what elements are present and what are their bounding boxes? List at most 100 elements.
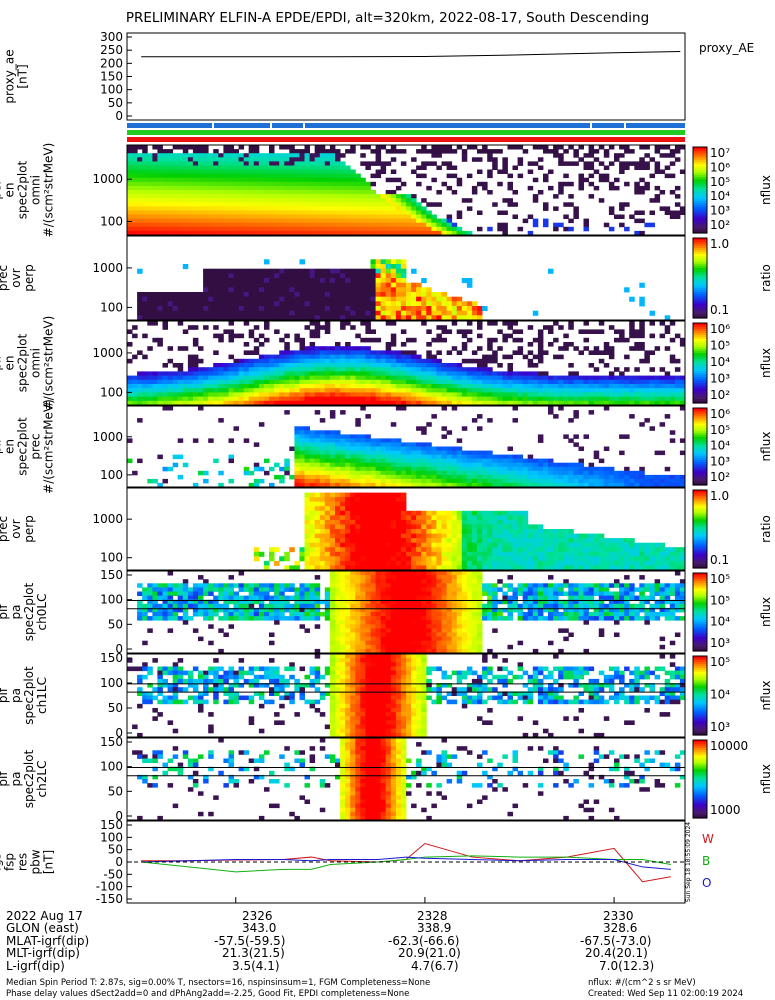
heat-cell-1-8-7 — [167, 173, 174, 179]
heat-cell-1-51-8 — [385, 177, 392, 183]
heat-cell-2-62-17 — [441, 315, 447, 321]
heat-cell-1-7-4 — [162, 161, 168, 166]
heat-cell-4-29-14 — [274, 462, 280, 468]
heat-cell-5-52-1 — [390, 492, 397, 498]
heat-cell-1-7-5 — [162, 165, 168, 170]
heat-cell-4-50-19 — [380, 482, 387, 488]
heat-cell-4-20-18 — [228, 478, 234, 484]
heat-cell-3-16-17 — [208, 392, 214, 397]
heat-cell-3-19-17 — [223, 392, 229, 397]
heat-cell-5-43-2 — [345, 497, 351, 503]
heat-cell-3-95-7 — [608, 350, 615, 355]
heat-cell-4-42-14 — [340, 462, 346, 468]
colorbar-cell-ela_pif_pa_ch2LC-31 — [693, 800, 707, 803]
heat-cell-2-39-17 — [324, 315, 331, 321]
heat-cell-3-70-16 — [482, 388, 488, 393]
heat-cell-3-51-19 — [385, 400, 392, 406]
heat-cell-5-39-4 — [324, 506, 331, 512]
heat-cell-1-41-12 — [335, 194, 341, 199]
heat-cell-3-77-16 — [517, 388, 524, 393]
colorbar-cell-ela_pif_pa_ch0LC-18 — [693, 608, 707, 611]
heat-cell-1-0-2 — [127, 153, 133, 158]
heat-cell-1-28-19 — [269, 222, 275, 228]
heat-cell-4-70-12 — [482, 454, 488, 460]
colorbar-cell-ela_pif_pa_ch1LC-34 — [693, 723, 707, 726]
heat-cell-1-55-18 — [406, 218, 412, 224]
heat-cell-4-61-11 — [436, 450, 442, 456]
heat-cell-2-23-7 — [243, 268, 250, 274]
heat-cell-1-79-4 — [527, 161, 534, 166]
heat-cell-4-64-19 — [451, 482, 458, 488]
heat-cell-1-45-9 — [355, 181, 361, 187]
heat-cell-1-21-17 — [233, 214, 239, 219]
heat-cell-2-28-12 — [269, 292, 275, 298]
heat-cell-1-44-15 — [350, 206, 356, 211]
heat-cell-1-32-7 — [289, 173, 295, 179]
heat-cell-5-41-7 — [335, 519, 341, 525]
heat-cell-3-51-7 — [385, 350, 392, 355]
heat-cell-3-55-9 — [406, 358, 412, 364]
heat-cell-2-53-9 — [395, 278, 402, 284]
heat-cell-2-35-8 — [304, 273, 310, 279]
heat-cell-3-50-16 — [380, 388, 387, 393]
heat-cell-1-63-17 — [446, 214, 453, 219]
heat-cell-3-103-18 — [649, 396, 655, 402]
heat-cell-3-109-15 — [679, 384, 686, 389]
heat-cell-3-63-2 — [446, 329, 453, 334]
colorbar-cell-ela_pif_pa_ch2LC-16 — [693, 771, 707, 774]
heat-cell-3-93-18 — [598, 396, 605, 402]
heat-cell-3-56-7 — [411, 350, 417, 355]
heat-cell-1-28-7 — [269, 173, 275, 179]
heat-cell-3-45-3 — [355, 333, 361, 339]
heat-cell-3-89-19 — [578, 400, 584, 406]
heat-cell-1-14-14 — [198, 202, 204, 207]
heat-cell-1-40-3 — [329, 157, 336, 162]
heat-cell-3-47-8 — [365, 354, 371, 360]
heat-cell-1-43-11 — [345, 190, 351, 195]
heat-cell-3-56-12 — [411, 371, 417, 376]
heat-cell-3-107-17 — [669, 392, 676, 397]
heat-cell-1-10-12 — [177, 194, 184, 199]
heat-cell-3-55-18 — [406, 396, 412, 402]
colorbar-cell-ela_pif_en_prec-2 — [693, 411, 707, 415]
heat-cell-2-24-7 — [248, 268, 255, 274]
heat-cell-4-98-16 — [624, 470, 630, 476]
heat-cell-4-60-13 — [431, 458, 437, 464]
heat-cell-2-28-8 — [269, 273, 275, 279]
heat-cell-4-65-11 — [456, 450, 463, 456]
heat-cell-1-2-19 — [137, 222, 143, 228]
heat-cell-1-10-20 — [177, 226, 184, 232]
heat-cell-3-38-8 — [319, 354, 326, 360]
heat-cell-4-24-16 — [248, 470, 255, 476]
heat-cell-4-69-12 — [477, 454, 483, 460]
heat-cell-1-35-20 — [304, 226, 310, 232]
heat-cell-3-18-19 — [218, 400, 224, 406]
heat-cell-1-14-7 — [198, 173, 204, 179]
colorbar-cell-ela_pif_en_omni-3 — [693, 329, 707, 332]
heat-cell-1-80-4 — [532, 161, 539, 166]
heat-cell-5-35-12 — [304, 542, 310, 548]
heat-cell-1-33-2 — [294, 153, 300, 158]
heat-cell-1-31-11 — [284, 190, 290, 195]
heat-cell-5-49-3 — [375, 501, 382, 507]
heat-cell-3-27-10 — [264, 363, 270, 368]
heat-cell-1-28-15 — [269, 206, 275, 211]
heat-cell-3-56-11 — [411, 367, 417, 372]
heat-cell-4-36-13 — [309, 458, 316, 464]
heat-cell-3-39-10 — [324, 363, 331, 368]
heat-cell-1-89-0 — [578, 145, 584, 150]
heat-cell-4-43-15 — [345, 466, 351, 472]
heat-cell-3-95-12 — [608, 371, 615, 376]
heat-cell-3-99-0 — [629, 321, 635, 326]
heat-cell-1-49-14 — [375, 202, 382, 207]
heat-cell-4-68-18 — [471, 478, 478, 484]
heat-cell-2-49-12 — [375, 292, 382, 298]
heat-cell-1-53-16 — [395, 210, 402, 215]
heat-cell-1-1-21 — [132, 230, 138, 236]
heat-cell-1-3-6 — [142, 169, 148, 174]
heat-cell-5-51-7 — [385, 519, 392, 525]
heat-cell-1-26-3 — [258, 157, 265, 162]
heat-cell-2-22-14 — [238, 301, 245, 307]
heat-cell-3-91-15 — [588, 384, 595, 389]
heat-cell-4-89-18 — [578, 478, 584, 484]
